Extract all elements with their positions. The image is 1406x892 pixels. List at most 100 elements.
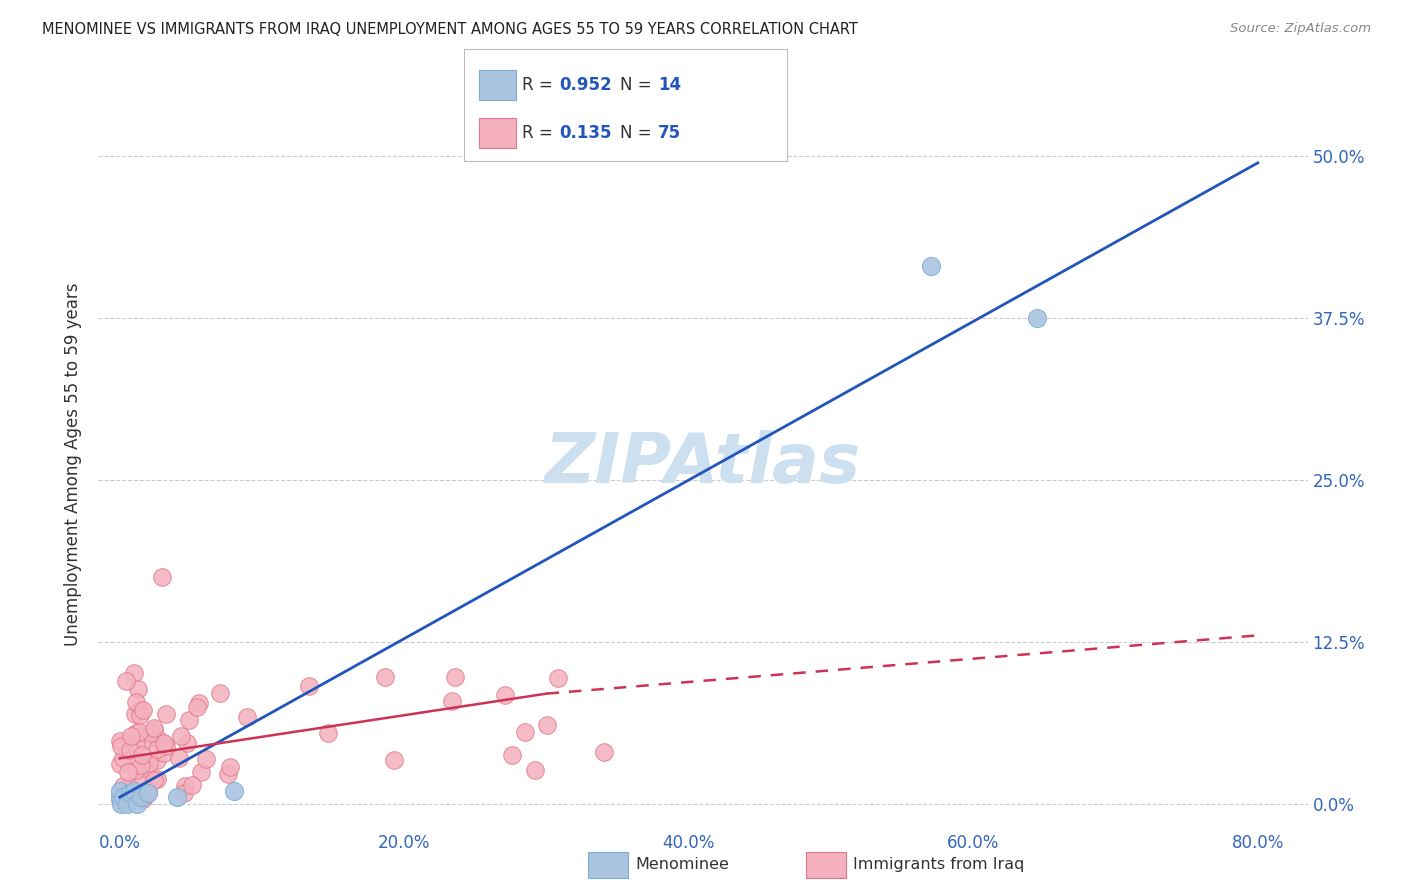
Point	[125, 737, 148, 751]
Point	[501, 748, 523, 763]
Point	[134, 733, 156, 747]
Point	[110, 757, 132, 772]
Point	[173, 779, 195, 793]
Point	[176, 736, 198, 750]
Y-axis label: Unemployment Among Ages 55 to 59 years: Unemployment Among Ages 55 to 59 years	[65, 282, 83, 646]
Point	[142, 772, 165, 787]
Text: 0.952: 0.952	[560, 76, 612, 94]
Text: R =: R =	[522, 76, 558, 94]
Text: Menominee: Menominee	[636, 857, 730, 871]
Text: Immigrants from Iraq: Immigrants from Iraq	[853, 857, 1025, 871]
Point	[138, 756, 160, 771]
Point	[110, 739, 132, 754]
Point	[141, 725, 163, 739]
Point	[547, 671, 569, 685]
Text: R =: R =	[522, 124, 558, 142]
Point	[593, 745, 616, 759]
Text: N =: N =	[620, 124, 657, 142]
Point	[316, 725, 339, 739]
Point	[108, 783, 131, 797]
Point	[155, 706, 177, 721]
Text: 14: 14	[658, 76, 681, 94]
Point	[166, 790, 188, 805]
Point	[374, 670, 396, 684]
Point	[181, 779, 204, 793]
Point	[132, 761, 155, 775]
Point	[536, 717, 558, 731]
Point	[920, 260, 942, 274]
Point	[108, 790, 131, 805]
Point	[117, 764, 139, 779]
Point	[124, 695, 146, 709]
Point	[152, 736, 174, 750]
Point	[127, 682, 149, 697]
Point	[111, 779, 134, 793]
Point	[125, 797, 148, 811]
Point	[129, 703, 152, 717]
Point	[173, 787, 195, 801]
Point	[194, 751, 217, 765]
Point	[494, 688, 516, 702]
Point	[187, 696, 209, 710]
Point	[146, 753, 169, 767]
Point	[148, 733, 170, 747]
Point	[513, 725, 536, 739]
Point	[440, 694, 463, 708]
Point	[122, 665, 145, 680]
Point	[125, 726, 148, 740]
Text: 75: 75	[658, 124, 681, 142]
Point	[118, 743, 141, 757]
Point	[110, 797, 132, 811]
Point	[136, 786, 159, 800]
Point	[143, 723, 166, 737]
Point	[170, 729, 193, 743]
Point	[131, 748, 153, 763]
Point	[124, 707, 146, 722]
Point	[118, 786, 141, 800]
Point	[117, 793, 139, 807]
Point	[152, 570, 174, 584]
Point	[132, 703, 155, 717]
Point	[135, 789, 157, 803]
Point	[298, 679, 321, 693]
Point	[146, 742, 169, 756]
Point	[155, 739, 177, 753]
Point	[129, 708, 152, 723]
Point	[169, 751, 191, 765]
Point	[128, 725, 150, 739]
Point	[124, 738, 146, 752]
Point	[129, 769, 152, 783]
Point	[443, 670, 465, 684]
Point	[186, 699, 208, 714]
Point	[124, 763, 146, 777]
Point	[219, 760, 242, 774]
Point	[132, 792, 155, 806]
Point	[152, 746, 174, 760]
Point	[122, 783, 145, 797]
Text: 0.135: 0.135	[560, 124, 612, 142]
Point	[179, 713, 201, 727]
Point	[146, 772, 169, 786]
Point	[110, 734, 132, 748]
Text: ZIPAtlas: ZIPAtlas	[546, 430, 860, 498]
Point	[222, 783, 245, 797]
Point	[115, 797, 138, 811]
Point	[523, 763, 546, 777]
Text: Source: ZipAtlas.com: Source: ZipAtlas.com	[1230, 22, 1371, 36]
Point	[190, 765, 212, 780]
Point	[111, 790, 134, 805]
Point	[129, 758, 152, 772]
Text: N =: N =	[620, 76, 657, 94]
Text: MENOMINEE VS IMMIGRANTS FROM IRAQ UNEMPLOYMENT AMONG AGES 55 TO 59 YEARS CORRELA: MENOMINEE VS IMMIGRANTS FROM IRAQ UNEMPL…	[42, 22, 858, 37]
Point	[136, 784, 159, 798]
Point	[115, 674, 138, 689]
Point	[382, 754, 405, 768]
Point	[236, 710, 259, 724]
Point	[1026, 311, 1049, 326]
Point	[209, 686, 232, 700]
Point	[112, 751, 135, 765]
Point	[129, 790, 152, 805]
Point	[117, 779, 139, 793]
Point	[120, 729, 142, 743]
Point	[143, 721, 166, 735]
